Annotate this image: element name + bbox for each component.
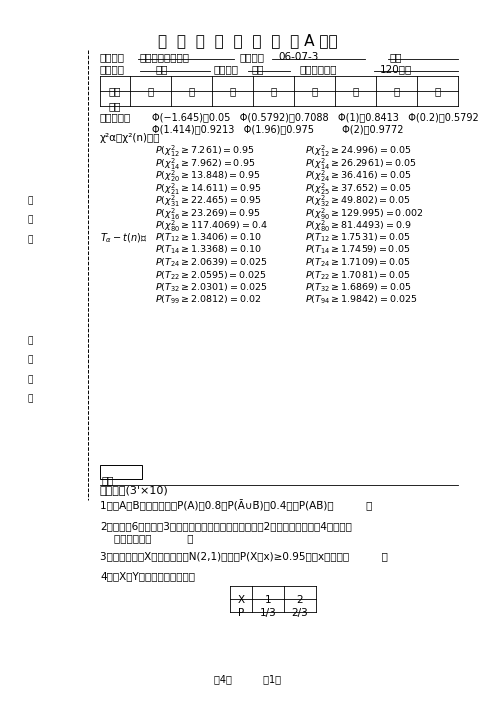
Text: χ²α－χ²(n)表：: χ²α－χ²(n)表：: [100, 133, 161, 143]
Text: 注
意
事
项: 注 意 事 项: [27, 336, 33, 404]
Text: $P(\chi^2_{12} \geq 24.996) = 0.05$: $P(\chi^2_{12} \geq 24.996) = 0.05$: [305, 144, 411, 159]
Text: 考试形式: 考试形式: [214, 64, 239, 74]
Text: 得分: 得分: [102, 475, 115, 485]
Text: 取到的概率为           ．: 取到的概率为 ．: [114, 533, 193, 543]
Text: P: P: [238, 608, 244, 618]
Text: $P(T_{14} \geq 1.3368) = 0.10$: $P(T_{14} \geq 1.3368) = 0.10$: [155, 244, 262, 256]
Text: 四: 四: [270, 86, 277, 96]
Text: 1/3: 1/3: [259, 608, 276, 618]
Text: $P(T_{14} \geq 1.7459) = 0.05$: $P(T_{14} \geq 1.7459) = 0.05$: [305, 244, 410, 256]
Text: $P(\chi^2_{80} \geq 117.4069) = 0.4$: $P(\chi^2_{80} \geq 117.4069) = 0.4$: [155, 219, 268, 234]
Text: 题号: 题号: [109, 86, 121, 96]
Text: 全校: 全校: [155, 64, 168, 74]
Text: $P(T_{24} \geq 2.0639) = 0.025$: $P(T_{24} \geq 2.0639) = 0.025$: [155, 256, 267, 269]
Text: $P(\chi^2_{90} \geq 129.995) = 0.002$: $P(\chi^2_{90} \geq 129.995) = 0.002$: [305, 206, 423, 222]
Text: 闭卷: 闭卷: [252, 64, 264, 74]
Text: Φ(1.414)＝0.9213   Φ(1.96)＝0.975         Φ(2)＝0.9772: Φ(1.414)＝0.9213 Φ(1.96)＝0.975 Φ(2)＝0.977…: [152, 124, 404, 134]
Text: $P(\chi^2_{16} \geq 23.269) = 0.95$: $P(\chi^2_{16} \geq 23.269) = 0.95$: [155, 206, 261, 222]
Text: $P(\chi^2_{20} \geq 13.848) = 0.95$: $P(\chi^2_{20} \geq 13.848) = 0.95$: [155, 169, 261, 184]
Text: $P(T_{24} \geq 1.7109) = 0.05$: $P(T_{24} \geq 1.7109) = 0.05$: [305, 256, 411, 269]
Text: X: X: [238, 595, 245, 605]
Text: 东  南  大  学  考  试  卷  （ A 卷）: 东 南 大 学 考 试 卷 （ A 卷）: [158, 33, 338, 48]
Text: $P(T_{32} \geq 2.0301) = 0.025$: $P(T_{32} \geq 2.0301) = 0.025$: [155, 282, 267, 294]
Text: 六: 六: [352, 86, 359, 96]
Text: 1: 1: [265, 595, 271, 605]
Text: $P(T_{12} \geq 1.3406) = 0.10$: $P(T_{12} \geq 1.3406) = 0.10$: [155, 232, 262, 244]
Text: 适用专业: 适用专业: [100, 64, 125, 74]
Text: 七: 七: [393, 86, 400, 96]
Text: 概率论与数理统计: 概率论与数理统计: [140, 52, 190, 62]
Text: Φ(−1.645)＝0.05   Φ(0.5792)＝0.7088   Φ(1)＝0.8413   Φ(0.2)＝0.5792: Φ(−1.645)＝0.05 Φ(0.5792)＝0.7088 Φ(1)＝0.8…: [152, 112, 479, 122]
Text: 1．设A、B为两个事件，P(A)＝0.8，P(Ā∪B̄)＝0.4，则P(AB̄)＝          ．: 1．设A、B为两个事件，P(A)＝0.8，P(Ā∪B̄)＝0.4，则P(AB̄)…: [100, 499, 372, 511]
Text: 一: 一: [147, 86, 154, 96]
Text: $P(T_{32} \geq 1.6869) = 0.05$: $P(T_{32} \geq 1.6869) = 0.05$: [305, 282, 412, 294]
Text: 3．设随机变量X服从正态分布N(2,1)，已知P(X＞x)≥0.95，则x最大值为          ．: 3．设随机变量X服从正态分布N(2,1)，已知P(X＞x)≥0.95，则x最大值…: [100, 551, 388, 561]
Text: $P(T_{94} \geq 1.9842) = 0.025$: $P(T_{94} \geq 1.9842) = 0.025$: [305, 294, 418, 307]
Text: $P(T_{99} \geq 2.0812) = 0.02$: $P(T_{99} \geq 2.0812) = 0.02$: [155, 294, 261, 307]
Text: 课程名称: 课程名称: [100, 52, 125, 62]
Text: $P(T_{22} \geq 2.0595) = 0.025$: $P(T_{22} \geq 2.0595) = 0.025$: [155, 269, 267, 282]
Text: 2．袋中有6个白球、3个红球，从中有放回的抽取，则第2次取到红球是在第4次抽取时: 2．袋中有6个白球、3个红球，从中有放回的抽取，则第2次取到红球是在第4次抽取时: [100, 521, 352, 531]
Text: 八: 八: [434, 86, 440, 96]
Text: 得分: 得分: [390, 52, 402, 62]
Text: $P(\chi^2_{14} \geq 7.962) = 0.95$: $P(\chi^2_{14} \geq 7.962) = 0.95$: [155, 157, 255, 172]
Text: 2/3: 2/3: [292, 608, 309, 618]
Text: $P(\chi^2_{25} \geq 37.652) = 0.05$: $P(\chi^2_{25} \geq 37.652) = 0.05$: [305, 182, 411, 197]
Text: 五: 五: [311, 86, 317, 96]
Text: $P(T_{12} \geq 1.7531) = 0.05$: $P(T_{12} \geq 1.7531) = 0.05$: [305, 232, 411, 244]
Text: 备用数据：: 备用数据：: [100, 112, 131, 122]
Text: $P(\chi^2_{80} \geq 81.4493) = 0.9$: $P(\chi^2_{80} \geq 81.4493) = 0.9$: [305, 219, 412, 234]
Text: 一、填空(3'×10): 一、填空(3'×10): [100, 485, 169, 495]
Text: $P(\chi^2_{14} \geq 26.2961) = 0.05$: $P(\chi^2_{14} \geq 26.2961) = 0.05$: [305, 157, 417, 172]
Text: 共4页          第1页: 共4页 第1页: [214, 674, 282, 684]
Text: $P(\chi^2_{31} \geq 22.465) = 0.95$: $P(\chi^2_{31} \geq 22.465) = 0.95$: [155, 194, 261, 209]
Text: 4．设X、Y独立同服从下列分布: 4．设X、Y独立同服从下列分布: [100, 571, 195, 581]
Text: 120分钟: 120分钟: [380, 64, 412, 74]
Text: $P(\chi^2_{12} \geq 7.261) = 0.95$: $P(\chi^2_{12} \geq 7.261) = 0.95$: [155, 144, 255, 159]
Text: 附
录
表: 附 录 表: [27, 196, 33, 244]
Bar: [100, 465, 142, 479]
Text: 考试学期: 考试学期: [240, 52, 265, 62]
Text: 06-07-3: 06-07-3: [278, 52, 318, 62]
Text: $P(T_{22} \geq 1.7081) = 0.05$: $P(T_{22} \geq 1.7081) = 0.05$: [305, 269, 411, 282]
Text: $P(\chi^2_{21} \geq 14.611) = 0.95$: $P(\chi^2_{21} \geq 14.611) = 0.95$: [155, 182, 261, 197]
Text: $P(\chi^2_{32} \geq 49.802) = 0.05$: $P(\chi^2_{32} \geq 49.802) = 0.05$: [305, 194, 411, 209]
Text: $T_\alpha - t(n)$：: $T_\alpha - t(n)$：: [100, 232, 147, 245]
Text: 得分: 得分: [109, 101, 121, 111]
Text: 三: 三: [229, 86, 236, 96]
Text: 二: 二: [188, 86, 194, 96]
Text: 2: 2: [297, 595, 304, 605]
Text: 考试时间长度: 考试时间长度: [300, 64, 337, 74]
Text: $P(\chi^2_{24} \geq 36.416) = 0.05$: $P(\chi^2_{24} \geq 36.416) = 0.05$: [305, 169, 411, 184]
